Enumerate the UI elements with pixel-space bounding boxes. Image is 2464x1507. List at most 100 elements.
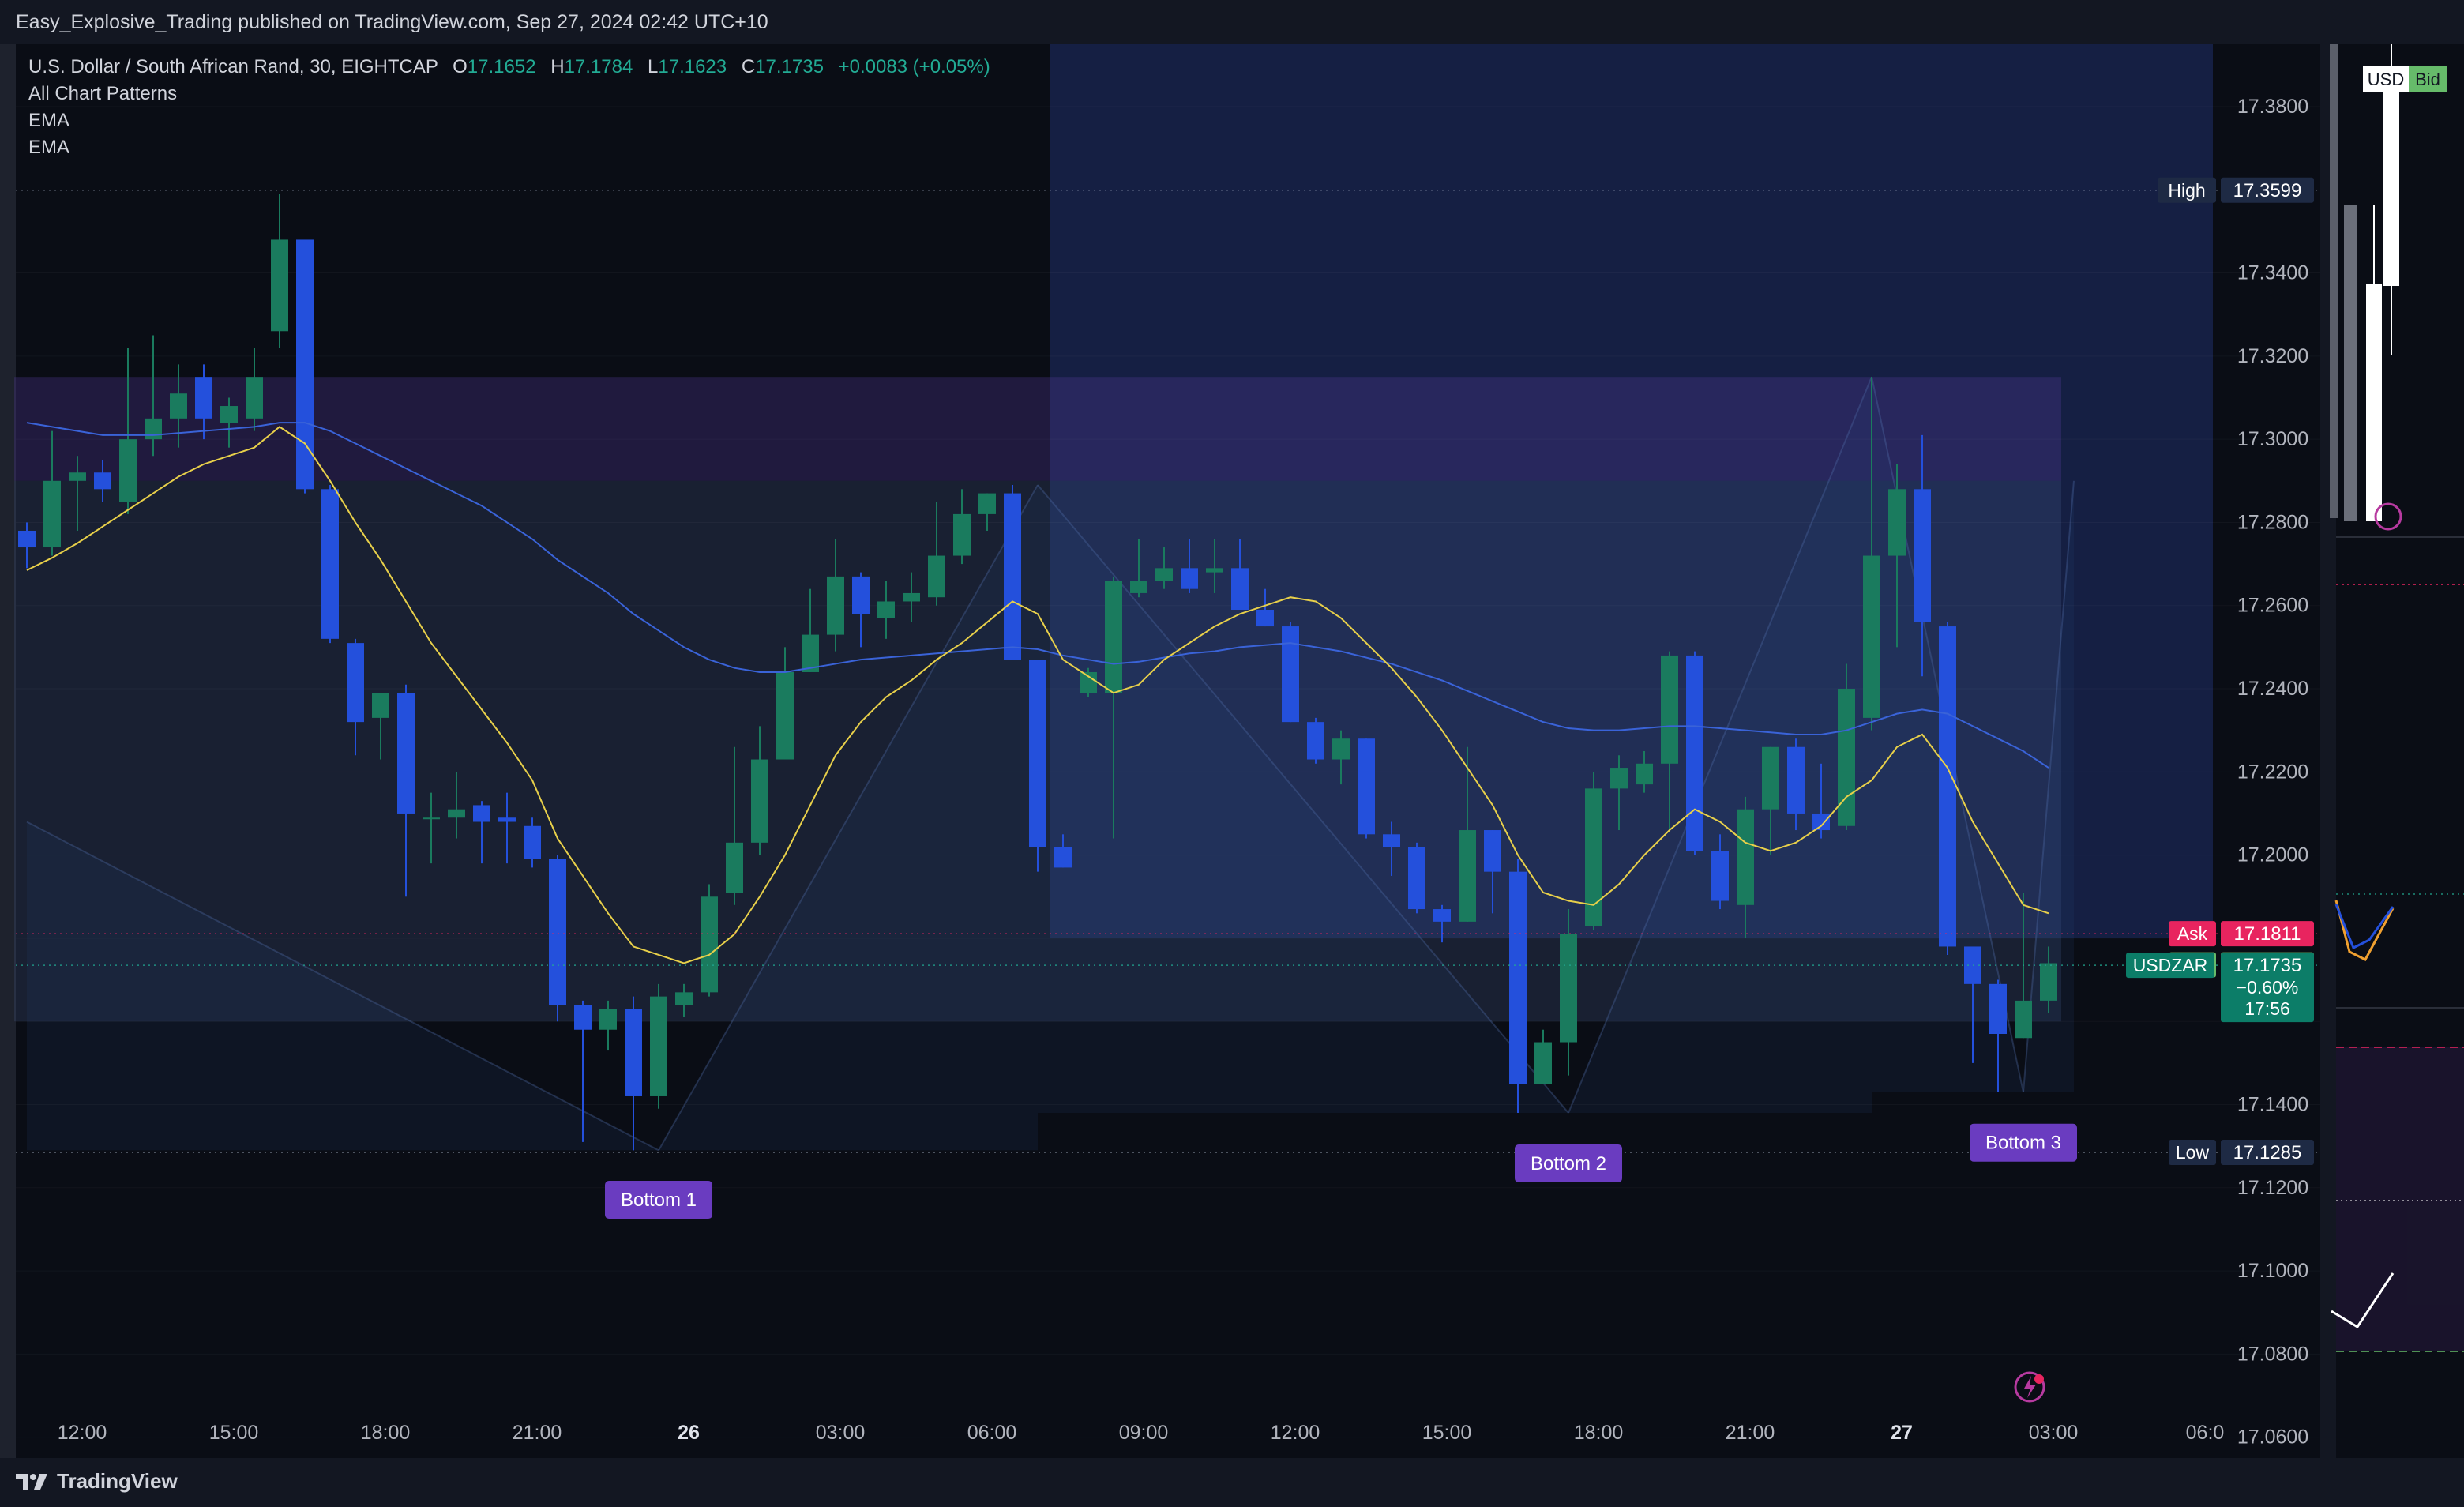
change-value: +0.0083 (+0.05%) (838, 56, 990, 77)
candle-body (220, 406, 238, 423)
indicator-all-chart-patterns[interactable]: All Chart Patterns (28, 83, 178, 104)
published-text: Easy_Explosive_Trading published on Trad… (16, 11, 768, 33)
candle-body (650, 996, 667, 1096)
side-candle (2366, 284, 2382, 521)
last-change-value: −0.60% (2237, 977, 2299, 998)
time-axis[interactable]: 12:00 15:00 18:00 21:00 26 03:00 06:00 09:00 12:… (58, 1422, 2225, 1444)
candle-body (397, 693, 415, 814)
candle-body (69, 472, 86, 481)
side-line (2331, 1272, 2395, 1329)
side-usd-label: USD (2368, 70, 2404, 89)
candle-body (802, 634, 819, 672)
price-axis[interactable]: 17.3800 17.3400 17.3200 17.3000 17.2800 17.26… (2126, 96, 2314, 1449)
pattern-line (1568, 376, 1872, 1114)
publish-header: Easy_Explosive_Trading published on Trad… (0, 0, 2464, 44)
open-label: O (453, 56, 468, 77)
symbol-row[interactable]: U.S. Dollar / South African Rand, 30, EI… (28, 54, 990, 81)
candle-body (1812, 813, 1830, 831)
candle-body (321, 489, 339, 639)
x-tick-label: 15:00 (1422, 1422, 1472, 1444)
pattern-line (2023, 480, 2075, 1092)
candle-body (1029, 660, 1046, 847)
brand-text: TradingView (57, 1469, 178, 1493)
ask-label: Ask (2177, 923, 2208, 944)
candle-body (1838, 689, 1855, 826)
y-tick-label: 17.1400 (2237, 1094, 2308, 1116)
candle-body (1433, 909, 1451, 922)
candle-body (18, 530, 36, 548)
pattern-leg (1568, 377, 1872, 1114)
tradingview-brand[interactable]: TradingView (16, 1469, 178, 1494)
x-tick-label: 09:00 (1119, 1422, 1169, 1444)
x-tick-label: 27 (1891, 1422, 1913, 1444)
candle-body (549, 859, 566, 1005)
candle-body (195, 377, 212, 419)
chart-legend: U.S. Dollar / South African Rand, 30, EI… (28, 54, 990, 161)
side-candle (2383, 76, 2399, 286)
side-flash-icon (2374, 502, 2402, 531)
ask-value-box (2221, 921, 2314, 947)
candle-body (1989, 983, 2007, 1034)
candle-body (1459, 830, 1476, 922)
last-price-value: 17.1735 (2233, 955, 2302, 976)
pattern-zone (14, 377, 2061, 481)
candle-body (852, 576, 870, 614)
candle-body (1939, 626, 1956, 947)
y-tick-label: 17.0800 (2237, 1343, 2308, 1365)
candle-body (1054, 847, 1072, 868)
candle-body (145, 418, 162, 440)
low-value: 17.1623 (658, 56, 727, 77)
candle-body (599, 1009, 617, 1030)
candle-body (1762, 746, 1779, 810)
last-symbol-box (2126, 953, 2214, 979)
y-tick-label: 17.2200 (2237, 761, 2308, 783)
candle-body (1256, 610, 1274, 627)
pattern-leg (1872, 377, 2023, 1092)
candle-body (246, 377, 263, 419)
high-label: H (550, 56, 565, 77)
candle-body (675, 992, 693, 1005)
x-tick-label: 26 (678, 1422, 700, 1444)
y-tick-label: 17.2800 (2237, 511, 2308, 533)
candle-body (1686, 655, 1703, 851)
side-ema-line (2334, 900, 2395, 961)
candle-body (271, 239, 288, 332)
pattern-label-box (1970, 1123, 2077, 1162)
pattern-leg (2023, 480, 2074, 1092)
last-price-box (2221, 953, 2314, 1023)
snapshot-icon[interactable] (2014, 1371, 2045, 1403)
indicator-ema-2[interactable]: EMA (28, 137, 70, 158)
symbol-name[interactable]: U.S. Dollar / South African Rand, 30, EI… (28, 56, 438, 77)
candle-body (903, 592, 920, 602)
candle-body (1534, 1042, 1552, 1084)
y-tick-label: 17.2600 (2237, 595, 2308, 617)
candle-body (574, 1005, 592, 1030)
ema-lines (26, 422, 2049, 964)
pattern-label: Bottom 1 (621, 1189, 697, 1211)
candle-body (776, 671, 794, 760)
ema-fast-line (26, 426, 2049, 964)
pattern-label-box (1515, 1144, 1622, 1183)
last-symbol-label: USDZAR (2133, 955, 2208, 975)
candle-body (1711, 851, 1729, 901)
pattern-leg (1038, 485, 1568, 1114)
candle-body (1155, 568, 1173, 581)
y-tick-label: 17.2400 (2237, 678, 2308, 700)
candle-body (1332, 738, 1350, 760)
y-tick-label: 17.0600 (2237, 1426, 2308, 1449)
ema-slow-line (26, 422, 2049, 769)
low-value-box (2221, 1140, 2314, 1166)
y-tick-label: 17.3000 (2237, 428, 2308, 450)
pattern-label: Bottom 3 (1985, 1133, 2061, 1154)
candle-body (43, 480, 61, 548)
y-tick-label: 17.1000 (2237, 1260, 2308, 1282)
candle-body (1610, 768, 1628, 789)
high-value: 17.3599 (2233, 180, 2302, 201)
candle-body (928, 555, 945, 598)
x-tick-label: 21:00 (1726, 1422, 1775, 1444)
indicator-ema-1[interactable]: EMA (28, 110, 70, 131)
pattern-line (658, 484, 1039, 1151)
low-label: Low (2176, 1142, 2210, 1163)
candle-body (827, 576, 844, 635)
